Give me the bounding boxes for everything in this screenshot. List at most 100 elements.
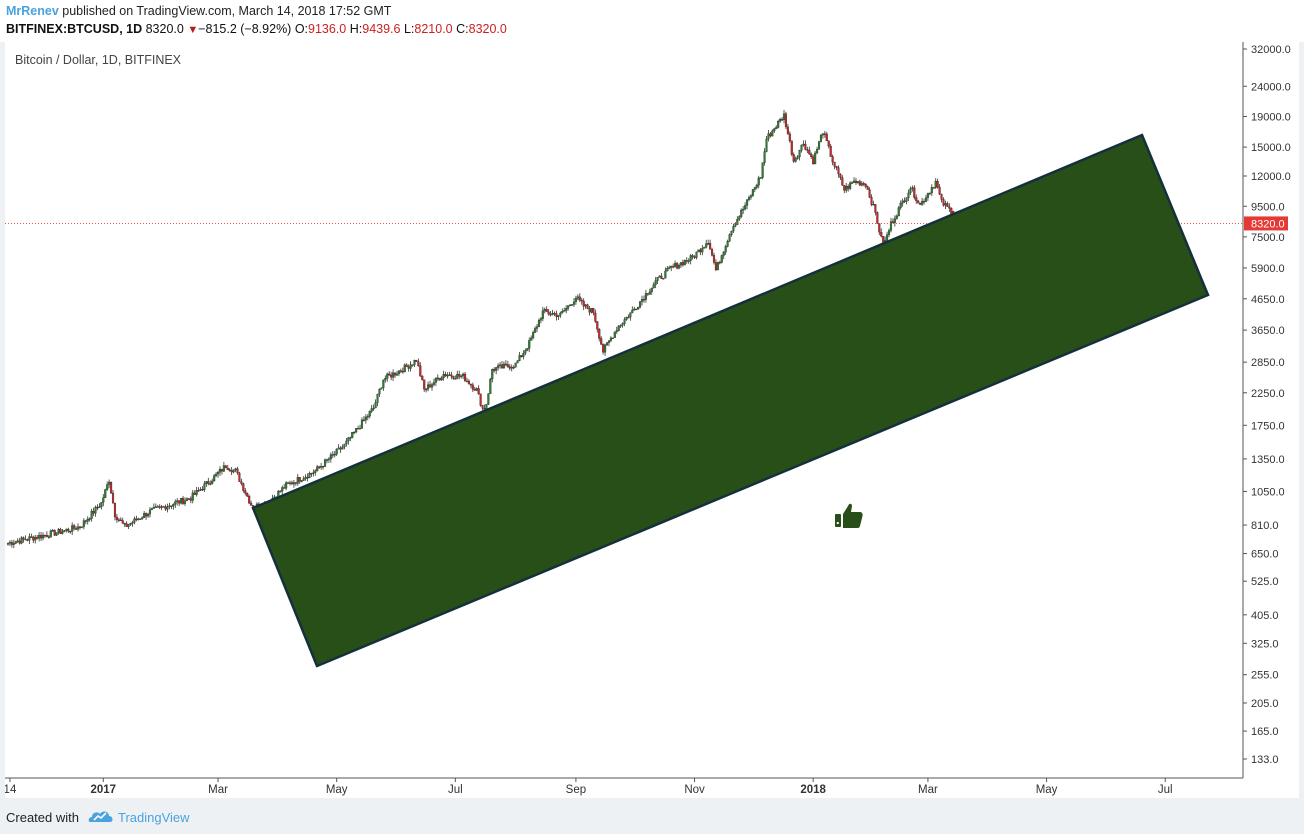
candle-body xyxy=(382,379,385,388)
candle-body xyxy=(213,475,216,482)
candle-body xyxy=(393,372,397,376)
support-zone[interactable] xyxy=(251,133,1210,668)
candle-body xyxy=(642,299,646,301)
candle-body xyxy=(197,490,200,492)
x-tick-label: Jul xyxy=(448,784,463,796)
chart-header: MrRenev published on TradingView.com, Ma… xyxy=(0,0,1304,42)
price-chart[interactable]: 32000.0 24000.0 19000.0 15000.0 12000.0 9500.… xyxy=(5,42,1299,798)
candle-body xyxy=(897,207,900,217)
candle-body xyxy=(65,528,68,531)
candle-body xyxy=(685,260,688,262)
candles xyxy=(6,109,955,549)
candle-body xyxy=(919,203,922,205)
price-axis[interactable] xyxy=(1243,42,1299,798)
candle-body xyxy=(246,493,249,497)
candle-body xyxy=(323,459,327,467)
candle-body xyxy=(862,183,865,185)
candle-body xyxy=(156,506,159,508)
candle-body xyxy=(458,374,461,377)
y-tick-label: 19000.0 xyxy=(1251,112,1291,124)
tradingview-logo-icon[interactable] xyxy=(88,808,114,829)
candle-body xyxy=(637,307,640,310)
candle-body xyxy=(446,375,449,377)
candle-body xyxy=(886,234,889,241)
candle-body xyxy=(73,525,76,529)
candle-body xyxy=(590,308,593,313)
candle-body xyxy=(30,536,33,538)
candle-body xyxy=(300,480,303,482)
candle-body xyxy=(306,476,309,479)
candle-body xyxy=(199,489,202,491)
candle-body xyxy=(189,498,192,501)
candle-body xyxy=(827,140,830,147)
candle-body xyxy=(469,383,472,386)
candle-body xyxy=(397,370,400,375)
candle-body xyxy=(681,262,684,266)
x-tick-label: 2018 xyxy=(800,784,826,796)
candle-body xyxy=(341,446,344,450)
candle-body xyxy=(532,332,535,339)
x-tick-label: 14 xyxy=(5,784,17,796)
candle-body xyxy=(193,492,196,495)
candle-body xyxy=(312,472,315,474)
candle-body xyxy=(131,522,134,524)
candle-body xyxy=(222,465,225,472)
candle-body xyxy=(635,308,638,311)
candle-body xyxy=(781,118,784,121)
candle-body xyxy=(592,308,595,314)
candle-body xyxy=(640,299,644,302)
candle-body xyxy=(921,201,924,205)
y-tick-label: 165.0 xyxy=(1251,726,1279,738)
candle-body xyxy=(942,199,945,206)
candle-body xyxy=(12,543,15,545)
candle-body xyxy=(658,275,661,278)
tradingview-link[interactable]: TradingView xyxy=(118,810,190,825)
last-price-badge xyxy=(1244,216,1288,231)
candle-body xyxy=(872,204,875,206)
low-value: 8210.0 xyxy=(414,22,453,36)
candle-body xyxy=(168,505,171,507)
candle-body xyxy=(384,378,387,381)
candle-body xyxy=(534,328,537,333)
candle-body xyxy=(22,537,25,540)
candle-body xyxy=(51,530,54,532)
candle-body xyxy=(236,468,239,474)
candle-body xyxy=(675,263,679,269)
candle-body xyxy=(518,355,521,361)
candle-body xyxy=(926,193,929,198)
candle-body xyxy=(94,506,97,514)
high-label: H: xyxy=(349,22,363,36)
candle-body xyxy=(648,291,651,295)
candle-body xyxy=(722,251,725,256)
candle-body xyxy=(804,143,807,150)
candle-body xyxy=(362,419,365,422)
candle-body xyxy=(829,145,832,157)
candle-body xyxy=(250,502,253,506)
candle-body xyxy=(123,523,126,525)
candle-body xyxy=(895,215,898,219)
candle-body xyxy=(174,501,177,505)
candle-body xyxy=(207,481,210,484)
candle-body xyxy=(180,497,183,504)
candle-body xyxy=(63,530,66,532)
candle-body xyxy=(936,180,939,188)
author-link[interactable]: MrRenev xyxy=(6,4,59,18)
candle-body xyxy=(611,337,614,339)
candle-body xyxy=(508,366,511,369)
candle-body xyxy=(625,316,628,320)
candle-body xyxy=(934,180,937,188)
candle-body xyxy=(864,184,867,187)
candle-body xyxy=(75,528,78,530)
candle-body xyxy=(530,337,533,341)
candle-body xyxy=(528,340,531,349)
candle-body xyxy=(125,523,128,527)
candle-body xyxy=(32,536,35,541)
y-tick-label: 7500.0 xyxy=(1251,232,1285,244)
candle-body xyxy=(228,469,231,472)
candle-body xyxy=(621,323,624,326)
candle-body xyxy=(14,541,17,544)
candle-body xyxy=(462,373,465,377)
candle-body xyxy=(290,482,294,485)
candle-body xyxy=(714,262,717,271)
candle-body xyxy=(489,378,492,394)
